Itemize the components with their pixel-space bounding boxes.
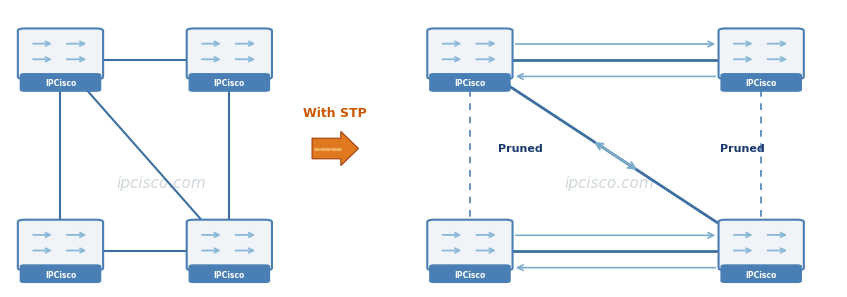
Polygon shape	[312, 132, 358, 165]
Text: IPCisco: IPCisco	[213, 79, 245, 88]
Text: ipcisco.com: ipcisco.com	[564, 176, 654, 191]
FancyBboxPatch shape	[429, 74, 510, 91]
Text: IPCisco: IPCisco	[213, 271, 245, 279]
FancyBboxPatch shape	[189, 265, 269, 282]
FancyBboxPatch shape	[189, 74, 269, 91]
FancyBboxPatch shape	[427, 29, 512, 79]
Text: With STP: With STP	[303, 107, 367, 120]
Text: IPCisco: IPCisco	[45, 79, 76, 88]
Text: Pruned: Pruned	[720, 143, 765, 154]
FancyBboxPatch shape	[718, 220, 804, 270]
FancyBboxPatch shape	[186, 29, 272, 79]
FancyBboxPatch shape	[721, 74, 801, 91]
FancyBboxPatch shape	[721, 265, 801, 282]
FancyBboxPatch shape	[20, 265, 101, 282]
Text: IPCisco: IPCisco	[745, 271, 777, 279]
Text: Pruned: Pruned	[498, 143, 543, 154]
FancyBboxPatch shape	[20, 74, 101, 91]
FancyBboxPatch shape	[18, 220, 103, 270]
Text: IPCisco: IPCisco	[745, 79, 777, 88]
Text: IPCisco: IPCisco	[45, 271, 76, 279]
Text: ipcisco.com: ipcisco.com	[117, 176, 207, 191]
Text: IPCisco: IPCisco	[454, 271, 485, 279]
FancyBboxPatch shape	[429, 265, 510, 282]
FancyBboxPatch shape	[186, 220, 272, 270]
FancyBboxPatch shape	[718, 29, 804, 79]
Text: IPCisco: IPCisco	[454, 79, 485, 88]
FancyBboxPatch shape	[18, 29, 103, 79]
FancyBboxPatch shape	[427, 220, 512, 270]
